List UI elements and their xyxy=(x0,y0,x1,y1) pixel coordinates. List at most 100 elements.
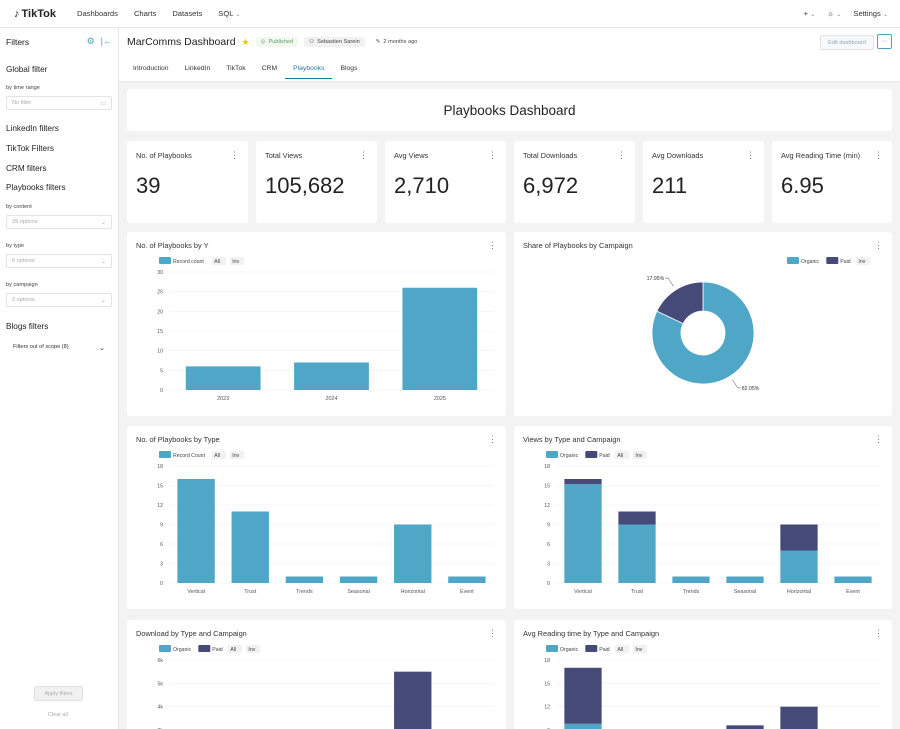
legend-swatch xyxy=(585,645,598,652)
slice-leader-line xyxy=(665,277,674,287)
nav-link-charts[interactable]: Charts xyxy=(133,9,157,18)
owner-name: Sebastien Sarein xyxy=(317,39,360,45)
kpi-label: Avg Reading Time (min) xyxy=(781,151,861,160)
tiktok-logo-icon: ♪ xyxy=(14,7,20,20)
chevron-down-icon: ⌄ xyxy=(836,12,842,18)
y-tick-label: 5k xyxy=(158,681,164,687)
legend-toggle-label: Inv xyxy=(635,647,642,653)
linkedin-filters-heading[interactable]: LinkedIn filters xyxy=(6,124,59,133)
theme-menu-button[interactable]: ☼ ⌄ xyxy=(827,9,841,18)
gear-icon[interactable]: ⚙ xyxy=(86,36,95,46)
settings-menu[interactable]: Settings ⌄ xyxy=(853,9,888,18)
chevron-down-icon: ⌄ xyxy=(100,219,106,226)
bar xyxy=(185,366,261,390)
kebab-menu-icon[interactable]: ⋮ xyxy=(874,150,883,160)
legend-swatch xyxy=(159,645,171,652)
x-tick-label: Vertical xyxy=(187,589,205,595)
tab-crm[interactable]: CRM xyxy=(261,65,278,72)
blogs-filters-heading[interactable]: Blogs filters xyxy=(6,322,49,331)
modified-info: ✎ 2 months ago xyxy=(371,37,423,47)
kpi-value: 6,972 xyxy=(523,173,579,198)
legend-label: Paid xyxy=(212,647,222,653)
bar xyxy=(402,287,478,390)
bar-chart-downloads: OrganicPaidAllInv3k4k5k6k xyxy=(158,645,494,729)
filters-title: Filters xyxy=(6,36,30,47)
kebab-menu-icon[interactable]: ⋮ xyxy=(874,628,883,638)
modified-time: 2 months ago xyxy=(383,39,418,45)
y-tick-label: 25 xyxy=(157,290,163,296)
nav-link-datasets[interactable]: Datasets xyxy=(172,9,203,18)
legend-swatch xyxy=(787,257,799,264)
filters-out-of-scope[interactable]: Filters out of scope (8) ⌄ xyxy=(13,344,105,352)
kpi-card-avg-views: Avg Views ⋮ 2,710 xyxy=(385,141,506,223)
add-menu-button[interactable]: + ⌄ xyxy=(804,9,816,18)
kebab-menu-icon[interactable]: ⋮ xyxy=(617,150,626,160)
y-tick-label: 20 xyxy=(157,309,163,315)
y-tick-label: 18 xyxy=(544,658,550,664)
edit-dashboard-button[interactable]: Edit dashboard xyxy=(820,35,874,50)
kebab-menu-icon[interactable]: ⋮ xyxy=(488,628,497,638)
sun-icon: ☼ xyxy=(827,9,835,18)
dashboard-title: MarComms Dashboard xyxy=(127,36,236,48)
y-tick-label: 6 xyxy=(547,542,550,548)
tab-tiktok[interactable]: TikTok xyxy=(226,65,246,72)
y-tick-label: 18 xyxy=(157,464,163,470)
type-select[interactable]: 6 options ⌄ xyxy=(6,254,112,268)
y-tick-label: 15 xyxy=(157,329,163,335)
legend-toggle-label: Inv xyxy=(232,259,239,265)
legend-label: Record Count xyxy=(173,453,206,459)
tiktok-logo[interactable]: ♪ TikTok xyxy=(14,8,72,20)
bar xyxy=(564,479,602,485)
campaign-select[interactable]: 2 options ⌄ xyxy=(6,293,112,307)
nav-link-sql[interactable]: SQL ⌄ xyxy=(218,9,240,18)
clear-all-button[interactable]: Clear all xyxy=(48,712,68,718)
kebab-menu-icon[interactable]: ⋮ xyxy=(488,240,497,250)
kebab-menu-icon[interactable]: ⋮ xyxy=(746,150,755,160)
more-actions-button[interactable]: ··· xyxy=(877,34,892,49)
kebab-menu-icon[interactable]: ⋮ xyxy=(874,240,883,250)
tab-playbooks[interactable]: Playbooks xyxy=(285,61,333,79)
status-label: Published xyxy=(268,39,294,45)
tab-linkedin[interactable]: LinkedIn xyxy=(184,65,211,72)
chart-card-reading-time: Avg Reading time by Type and Campaign ⋮ … xyxy=(514,620,892,729)
y-tick-label: 10 xyxy=(157,349,163,355)
heading-card: Playbooks Dashboard xyxy=(127,89,892,131)
crm-filters-heading[interactable]: CRM filters xyxy=(6,164,47,173)
collapse-icon[interactable]: |← xyxy=(100,36,112,46)
playbooks-filters-heading[interactable]: Playbooks filters xyxy=(6,183,66,192)
apply-filters-button[interactable]: Apply filters xyxy=(34,686,83,701)
tab-blogs[interactable]: Blogs xyxy=(340,65,358,72)
x-tick-label: Trust xyxy=(244,589,257,595)
by-type-label: by type xyxy=(6,243,25,249)
chart-title: Views by Type and Campaign xyxy=(523,435,621,444)
legend-toggle-bg xyxy=(614,451,629,459)
y-tick-label: 0 xyxy=(160,581,163,587)
chevron-down-icon: ⌄ xyxy=(810,12,816,18)
plus-icon: + xyxy=(803,9,809,18)
legend-label: Organic xyxy=(801,259,820,265)
kpi-label: Avg Downloads xyxy=(652,151,704,160)
bar xyxy=(177,479,215,583)
kebab-menu-icon[interactable]: ⋮ xyxy=(230,150,239,160)
chart-card-views-by-type: Views by Type and Campaign ⋮ Organic Paid… xyxy=(514,426,892,609)
legend-toggle-label: All xyxy=(214,259,220,265)
kebab-menu-icon[interactable]: ⋮ xyxy=(488,150,497,160)
tab-introduction[interactable]: Introduction xyxy=(133,65,169,72)
y-tick-label: 15 xyxy=(544,484,550,490)
content-select[interactable]: 39 options ⌄ xyxy=(6,215,112,229)
tiktok-filters-heading[interactable]: TikTok Filters xyxy=(6,144,54,153)
bar xyxy=(294,362,369,390)
dashboard-content: Playbooks Dashboard No. of Playbooks ⋮ 3… xyxy=(119,83,900,729)
legend-swatch xyxy=(198,645,211,652)
kebab-menu-icon[interactable]: ⋮ xyxy=(488,434,497,444)
y-tick-label: 12 xyxy=(544,503,550,509)
type-select-value: 6 options xyxy=(12,258,35,264)
star-icon[interactable]: ★ xyxy=(241,36,250,47)
kebab-menu-icon[interactable]: ⋮ xyxy=(874,434,883,444)
kebab-menu-icon[interactable]: ⋮ xyxy=(359,150,368,160)
nav-link-dashboards[interactable]: Dashboards xyxy=(77,9,118,18)
status-badge[interactable]: ◎ Published xyxy=(255,37,299,47)
time-range-input[interactable]: No filter ▭ xyxy=(6,96,112,110)
logo-text: TikTok xyxy=(21,7,56,20)
filter-header-icons: ⚙ |← xyxy=(87,36,112,47)
